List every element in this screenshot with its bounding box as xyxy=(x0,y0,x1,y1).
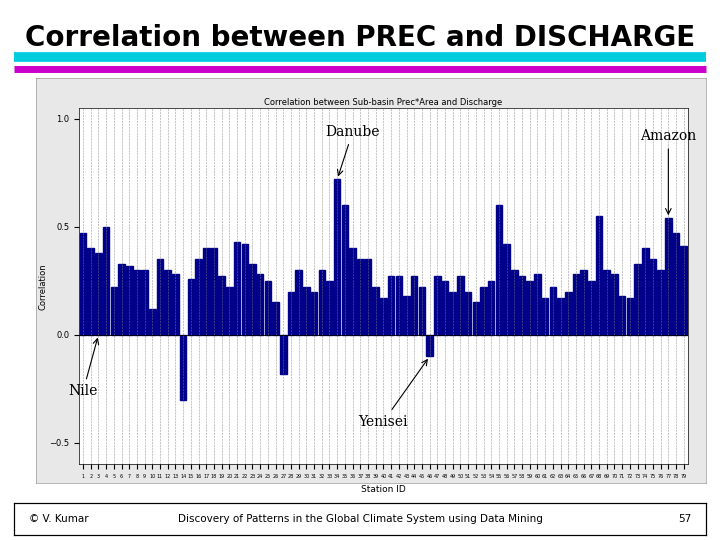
Bar xyxy=(111,287,117,335)
Bar xyxy=(580,270,587,335)
Bar xyxy=(672,233,680,335)
Bar xyxy=(295,270,302,335)
Bar xyxy=(95,253,102,335)
Bar xyxy=(603,270,610,335)
Bar xyxy=(449,292,456,335)
Text: Danube: Danube xyxy=(325,125,380,176)
Bar xyxy=(388,276,395,335)
Bar xyxy=(503,244,510,335)
Text: © V. Kumar: © V. Kumar xyxy=(29,514,89,524)
Bar xyxy=(226,287,233,335)
Bar xyxy=(265,281,271,335)
Bar xyxy=(134,270,140,335)
Bar xyxy=(365,259,372,335)
Bar xyxy=(665,218,672,335)
Bar xyxy=(326,281,333,335)
Bar xyxy=(157,259,163,335)
Bar xyxy=(442,281,449,335)
Bar xyxy=(549,287,556,335)
Bar xyxy=(518,276,526,335)
Text: Amazon: Amazon xyxy=(640,130,696,214)
Bar xyxy=(572,274,579,335)
Title: Correlation between Sub-basin Prec*Area and Discharge: Correlation between Sub-basin Prec*Area … xyxy=(264,98,503,107)
Bar xyxy=(526,281,533,335)
Bar xyxy=(565,292,572,335)
Bar xyxy=(418,287,426,335)
Text: Discovery of Patterns in the Global Climate System using Data Mining: Discovery of Patterns in the Global Clim… xyxy=(178,514,542,524)
Text: Correlation between PREC and DISCHARGE: Correlation between PREC and DISCHARGE xyxy=(25,24,695,52)
Bar xyxy=(188,279,194,335)
Bar xyxy=(241,244,248,335)
Bar xyxy=(334,179,341,335)
Bar xyxy=(257,274,264,335)
Bar xyxy=(634,264,641,335)
Text: 57: 57 xyxy=(678,514,691,524)
Bar xyxy=(542,298,549,335)
Bar xyxy=(80,233,86,335)
Bar xyxy=(318,270,325,335)
Bar xyxy=(164,270,171,335)
Bar xyxy=(588,281,595,335)
Bar xyxy=(349,248,356,335)
Bar xyxy=(195,259,202,335)
Text: Yenisei: Yenisei xyxy=(359,360,427,429)
Bar xyxy=(557,298,564,335)
Bar xyxy=(657,270,664,335)
Text: Nile: Nile xyxy=(68,339,99,399)
Bar xyxy=(480,287,487,335)
Bar xyxy=(180,335,186,400)
Bar xyxy=(680,246,687,335)
Bar xyxy=(642,248,649,335)
Bar xyxy=(426,335,433,356)
Bar xyxy=(626,298,633,335)
Bar xyxy=(118,264,125,335)
Bar xyxy=(380,298,387,335)
Bar xyxy=(149,309,156,335)
Bar xyxy=(534,274,541,335)
Bar xyxy=(234,242,240,335)
Y-axis label: Correlation: Correlation xyxy=(39,263,48,309)
Bar xyxy=(288,292,294,335)
Bar xyxy=(372,287,379,335)
Bar xyxy=(403,296,410,335)
Bar xyxy=(87,248,94,335)
Bar xyxy=(411,276,418,335)
Bar xyxy=(141,270,148,335)
Bar xyxy=(272,302,279,335)
Bar xyxy=(211,248,217,335)
Bar xyxy=(218,276,225,335)
Bar xyxy=(303,287,310,335)
Bar xyxy=(280,335,287,374)
Bar xyxy=(619,296,626,335)
Bar xyxy=(511,270,518,335)
Bar xyxy=(103,227,109,335)
Bar xyxy=(203,248,210,335)
Bar xyxy=(649,259,656,335)
Bar xyxy=(357,259,364,335)
Bar xyxy=(249,264,256,335)
Bar xyxy=(595,216,603,335)
Bar xyxy=(611,274,618,335)
Bar xyxy=(126,266,132,335)
Bar xyxy=(434,276,441,335)
Bar xyxy=(395,276,402,335)
X-axis label: Station ID: Station ID xyxy=(361,485,406,494)
Bar xyxy=(488,281,495,335)
Bar xyxy=(172,274,179,335)
Bar xyxy=(457,276,464,335)
Bar xyxy=(465,292,472,335)
Bar xyxy=(472,302,479,335)
Bar xyxy=(495,205,502,335)
Bar xyxy=(341,205,348,335)
Bar xyxy=(311,292,318,335)
